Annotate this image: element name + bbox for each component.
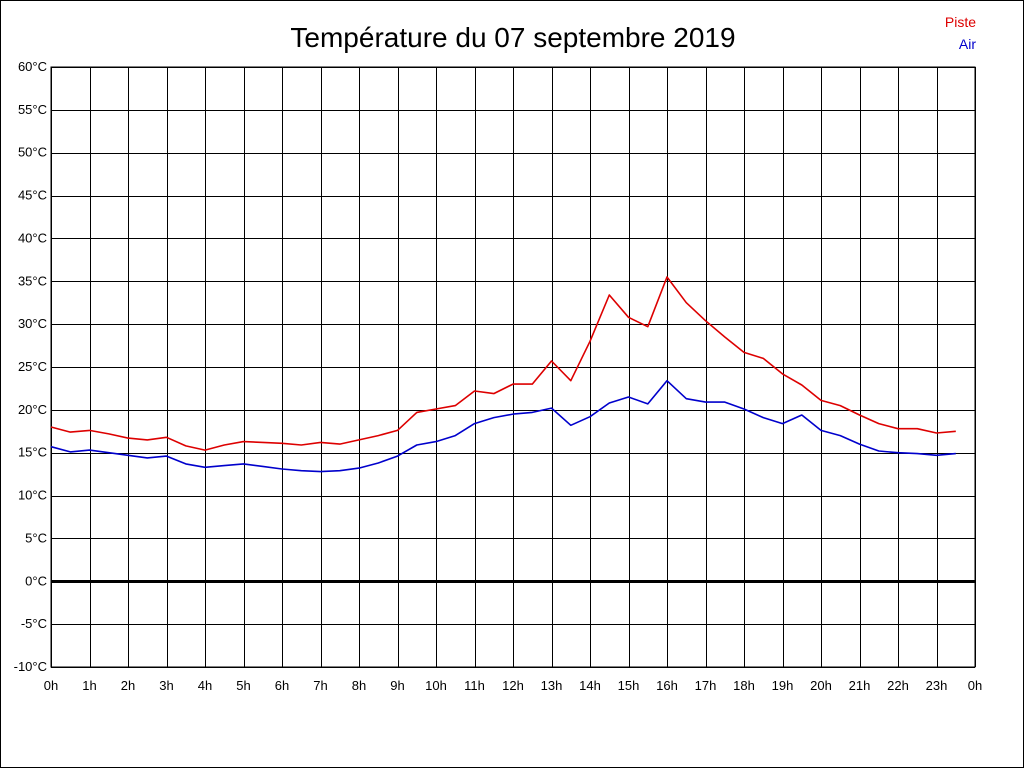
series-lines: [50, 276, 956, 473]
x-tick-label: 15h: [618, 678, 640, 693]
x-tick-label: 0h: [968, 678, 982, 693]
legend: Piste Air: [945, 14, 976, 52]
y-tick-label: -10°C: [14, 659, 47, 674]
x-axis-ticks: 0h 1h 2h 3h 4h 5h 6h 7h 8h 9h 10h 11h 12h 13h 14h 15h 16…: [44, 678, 982, 693]
y-tick-label: 25°C: [18, 359, 47, 374]
x-tick-label: 22h: [887, 678, 909, 693]
y-tick-label: 55°C: [18, 102, 47, 117]
x-tick-label: 3h: [159, 678, 173, 693]
y-tick-label: 30°C: [18, 316, 47, 331]
x-tick-label: 17h: [695, 678, 717, 693]
y-tick-label: 35°C: [18, 273, 47, 288]
x-tick-label: 2h: [121, 678, 135, 693]
y-tick-label: 10°C: [18, 488, 47, 503]
x-tick-label: 18h: [733, 678, 755, 693]
x-tick-label: 8h: [352, 678, 366, 693]
x-tick-label: 16h: [656, 678, 678, 693]
x-tick-label: 20h: [810, 678, 832, 693]
series-line-piste: [50, 276, 956, 451]
y-tick-label: 45°C: [18, 188, 47, 203]
x-tick-label: 7h: [313, 678, 327, 693]
y-tick-label: 5°C: [25, 530, 47, 545]
y-tick-label: 40°C: [18, 230, 47, 245]
x-tick-label: 10h: [425, 678, 447, 693]
y-tick-label: 0°C: [25, 573, 47, 588]
x-tick-label: 12h: [502, 678, 524, 693]
x-tick-label: 11h: [464, 678, 485, 693]
x-tick-label: 0h: [44, 678, 58, 693]
x-tick-label: 14h: [579, 678, 601, 693]
y-tick-label: 20°C: [18, 402, 47, 417]
legend-entry-piste: Piste: [945, 14, 976, 30]
y-tick-label: -5°C: [21, 616, 47, 631]
x-tick-label: 9h: [390, 678, 404, 693]
x-tick-label: 13h: [541, 678, 563, 693]
x-tick-label: 1h: [82, 678, 96, 693]
y-axis-ticks: 60°C 55°C 50°C 45°C 40°C 35°C 30°C 25°C 20°C 15°C…: [14, 59, 47, 674]
y-tick-label: 50°C: [18, 145, 47, 160]
y-tick-label: 60°C: [18, 59, 47, 74]
chart-title: Température du 07 septembre 2019: [290, 22, 735, 53]
x-tick-label: 19h: [772, 678, 794, 693]
x-tick-label: 23h: [926, 678, 948, 693]
x-tick-label: 21h: [849, 678, 871, 693]
x-tick-label: 4h: [198, 678, 212, 693]
legend-entry-air: Air: [959, 36, 976, 52]
series-line-air: [50, 379, 956, 473]
x-tick-label: 6h: [275, 678, 289, 693]
y-tick-label: 15°C: [18, 445, 47, 460]
x-tick-label: 5h: [236, 678, 250, 693]
grid: [50, 66, 976, 668]
